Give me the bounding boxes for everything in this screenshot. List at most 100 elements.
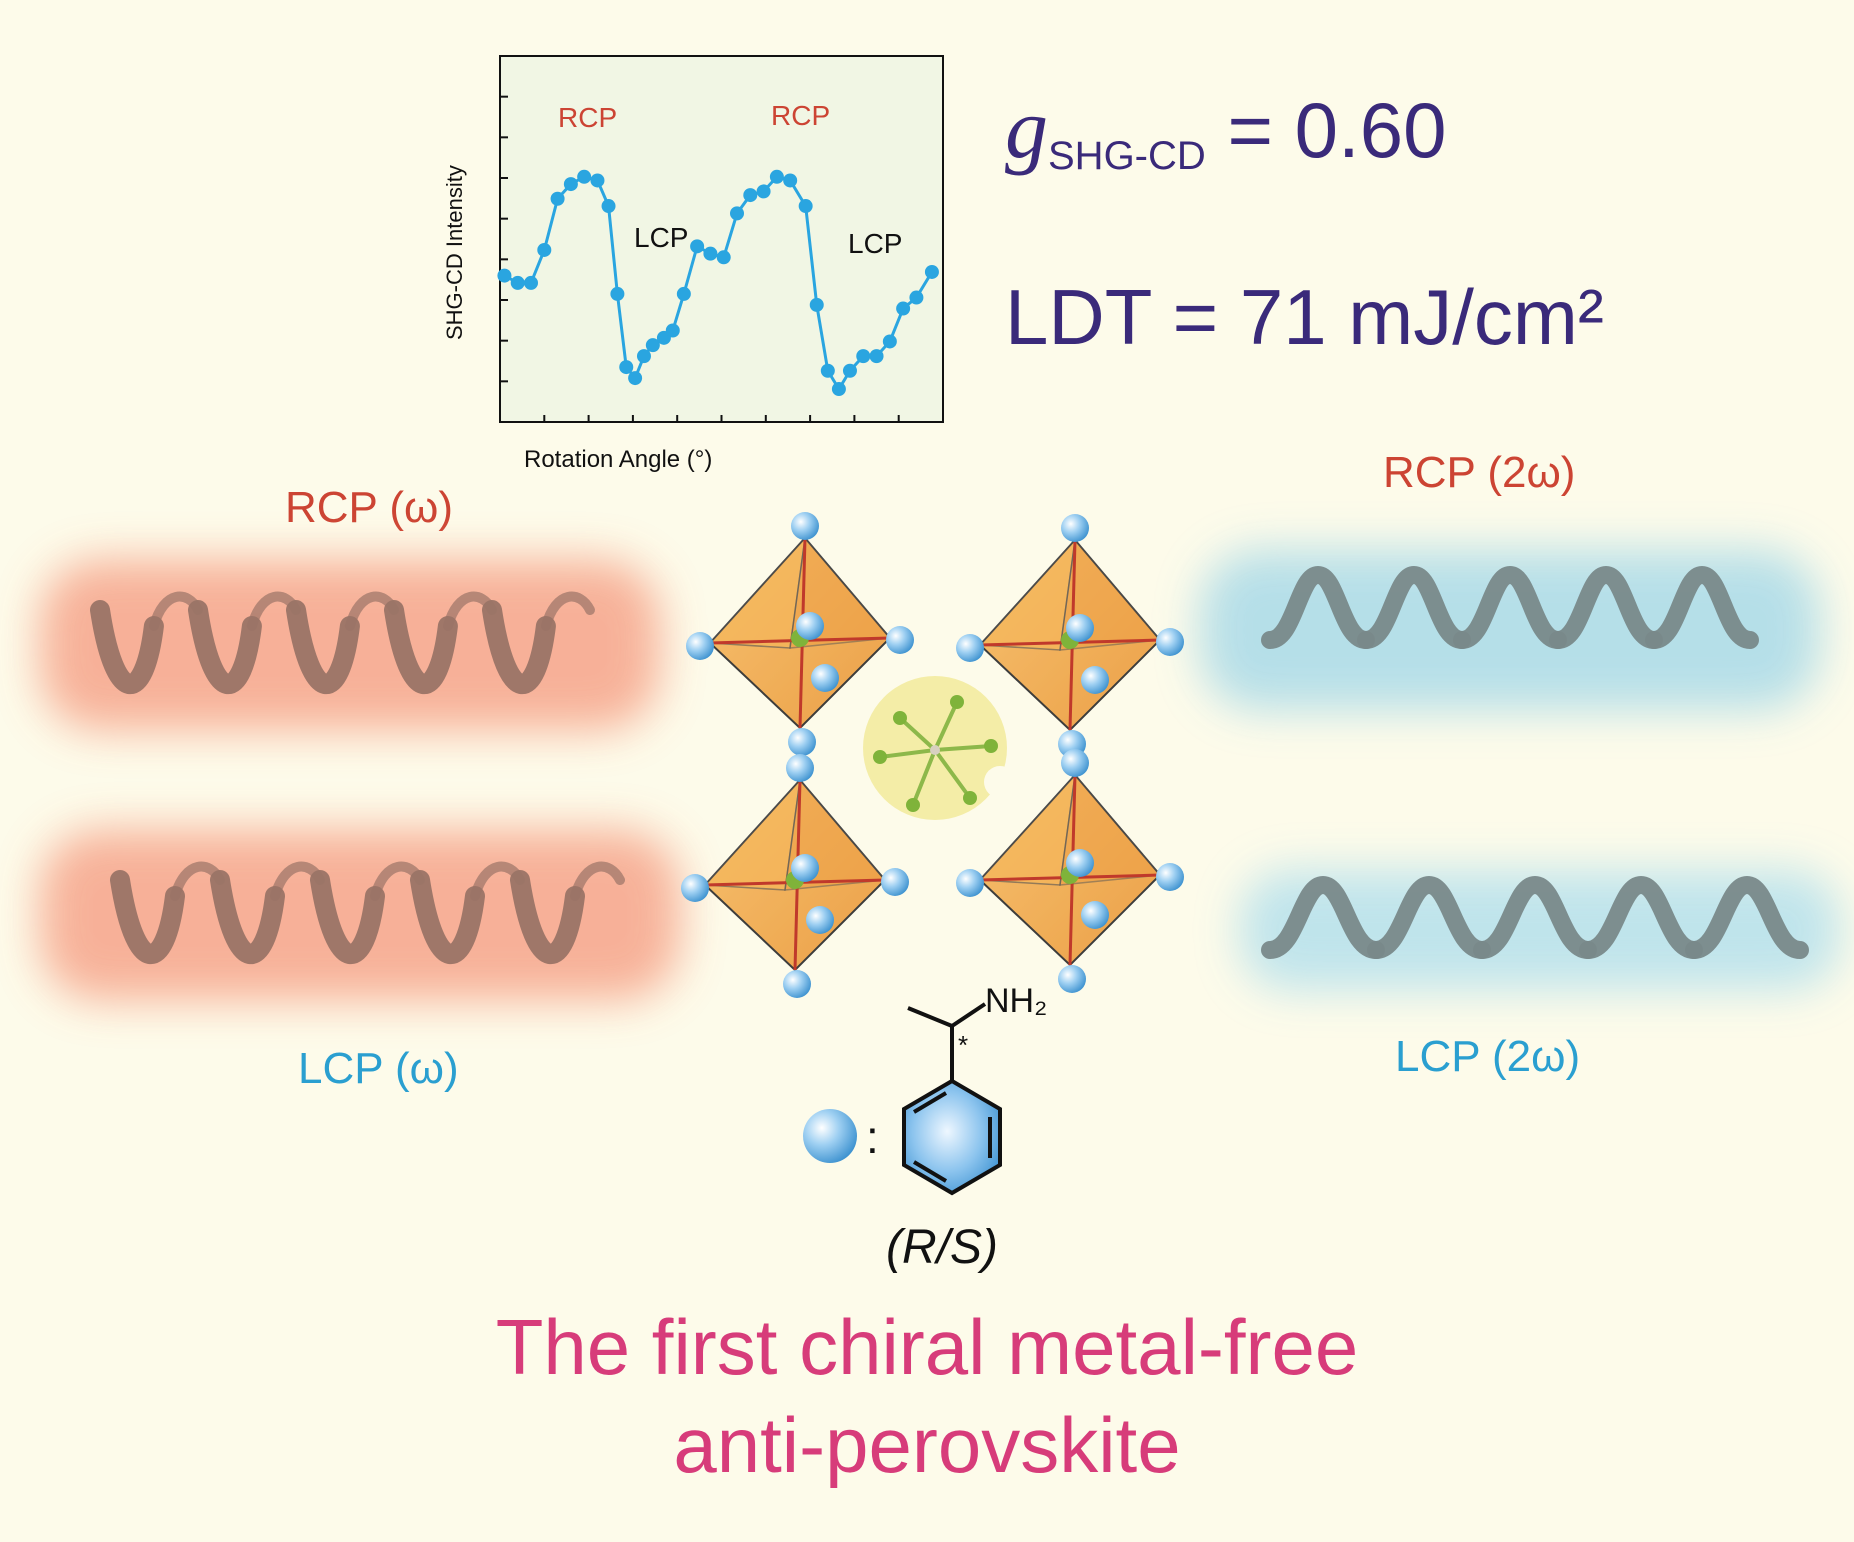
octahedron-top-right: [956, 514, 1184, 758]
central-anion: [863, 676, 1016, 820]
chart-data-point: [856, 349, 871, 364]
cation-ball: [1081, 901, 1109, 929]
chiral-amine-molecule: [803, 1002, 1002, 1196]
cation-ball: [788, 728, 816, 756]
ldt-metric: LDT = 71 mJ/cm²: [1005, 273, 1604, 361]
chart-data-point: [665, 323, 680, 338]
g-factor-metric: gSHG-CD = 0.60: [1005, 78, 1446, 179]
label-rcp-2omega: RCP (2ω): [1383, 448, 1576, 497]
rcp-2omega-glow: [1200, 550, 1820, 710]
amine-label: NH₂: [985, 982, 1048, 1020]
helix-coil-front: [1367, 875, 1491, 959]
shg-cd-plot-svg: [497, 55, 944, 423]
chart-data-point: [783, 173, 798, 188]
chart-data-point: [730, 206, 745, 221]
octahedron-bottom-right: [956, 749, 1184, 993]
chart-data-point: [645, 338, 660, 353]
cation-ball: [791, 512, 819, 540]
cation-ball: [956, 634, 984, 662]
cation-ball: [1066, 849, 1094, 877]
chart-data-point: [743, 188, 758, 203]
chart-data-point: [716, 250, 731, 265]
chart-data-point: [628, 371, 643, 386]
chart-data-point: [869, 349, 884, 364]
chart-data-point: [610, 286, 625, 301]
cation-ball: [811, 664, 839, 692]
cation-ball: [1058, 965, 1086, 993]
helix-coil-front: [1549, 565, 1663, 649]
chart-data-point: [676, 286, 691, 301]
octahedron-facet: [708, 535, 807, 649]
helix-coil-front: [1645, 565, 1759, 649]
cation-ball: [881, 868, 909, 896]
g-symbol: g: [1005, 80, 1048, 176]
helix-coil-front: [188, 600, 262, 694]
helix-coil-front: [90, 600, 164, 694]
rcp-omega-helix: [90, 591, 595, 694]
helix-coil-front: [1453, 565, 1567, 649]
chart-data-point: [756, 184, 771, 199]
helix-coil-front: [510, 870, 585, 964]
cation-ball: [783, 970, 811, 998]
label-lcp-2omega: LCP (2ω): [1395, 1032, 1581, 1081]
chart-data-point: [831, 382, 846, 397]
helix-coil-back: [540, 591, 595, 631]
chart-data-point: [820, 363, 835, 378]
chart-data-point: [809, 297, 824, 312]
octahedron-facet: [978, 537, 1077, 651]
chart-x-axis-label: Rotation Angle (°): [524, 446, 713, 473]
helix-coil-front: [1579, 875, 1703, 959]
chart-data-point: [497, 268, 512, 283]
chart-frame: [499, 55, 944, 423]
helix-coil-front: [210, 870, 285, 964]
chart-data-point: [601, 199, 616, 214]
helix-coil-front: [1685, 875, 1809, 959]
chart-data-point: [882, 334, 897, 349]
benzene-ring: [902, 1078, 1002, 1196]
chart-data-point: [510, 275, 525, 290]
cation-ball: [1066, 614, 1094, 642]
helix-coil-front: [384, 600, 458, 694]
octahedron-facet: [703, 777, 802, 891]
cation-ball: [956, 869, 984, 897]
configuration-label: (R/S): [886, 1221, 998, 1274]
helix-coil-front: [1261, 875, 1385, 959]
helix-coil-front: [110, 870, 185, 964]
chart-data-point: [842, 363, 857, 378]
helix-coil-front: [410, 870, 485, 964]
octahedron-top-left: [686, 512, 914, 756]
legend-colon: :: [866, 1111, 879, 1163]
chart-annotation-rcp-1: RCP: [558, 102, 618, 133]
helix-coil-back: [570, 861, 625, 901]
lcp-omega-helix: [110, 861, 625, 964]
cation-ball: [686, 632, 714, 660]
cation-ball: [1081, 666, 1109, 694]
chart-data-point: [577, 169, 592, 184]
chart-annotation-lcp-1: LCP: [634, 222, 689, 253]
cation-ball: [806, 906, 834, 934]
helix-coil-front: [310, 870, 385, 964]
octahedron-bottom-left: [681, 754, 909, 998]
chart-data-point: [909, 290, 924, 305]
chart-data-point: [590, 173, 605, 188]
g-subscript: SHG-CD: [1048, 134, 1206, 178]
chart-data-point: [619, 360, 634, 375]
lcp-2omega-glow: [1240, 870, 1840, 990]
cation-ball: [791, 854, 819, 882]
chart-data-point: [703, 246, 718, 261]
title-line-1: The first chiral metal-free: [495, 1303, 1359, 1391]
chart-data-point: [537, 242, 552, 257]
chart-data-point: [924, 264, 939, 279]
cation-ball: [1061, 514, 1089, 542]
cation-ball: [1156, 628, 1184, 656]
chart-annotation-rcp-2: RCP: [771, 100, 831, 131]
chart-annotation-lcp-2: LCP: [848, 228, 903, 259]
helix-coil-front: [1357, 565, 1471, 649]
label-lcp-omega: LCP (ω): [298, 1044, 459, 1093]
chart-data-point: [769, 169, 784, 184]
shg-cd-chart: SHG-CD Intensity Rotation Angle (°) RCP …: [420, 50, 960, 480]
helix-coil-front: [482, 600, 556, 694]
chart-data-point: [550, 191, 565, 206]
cation-ball: [796, 612, 824, 640]
